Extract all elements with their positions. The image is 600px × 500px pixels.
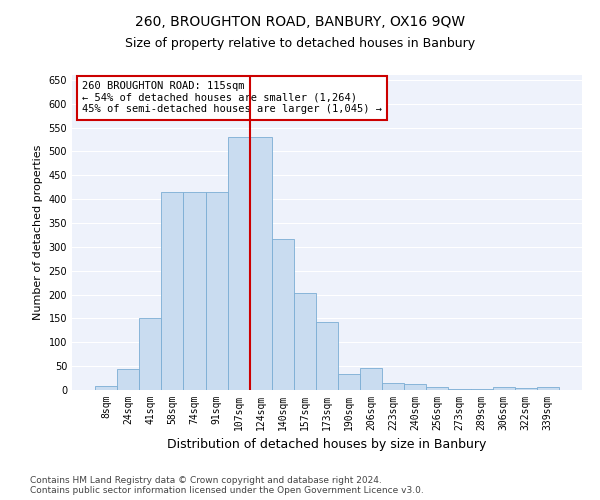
Bar	[184, 192, 206, 390]
Bar	[206, 192, 227, 390]
Bar	[382, 384, 404, 390]
Text: Contains HM Land Registry data © Crown copyright and database right 2024.: Contains HM Land Registry data © Crown c…	[30, 476, 382, 485]
Bar	[161, 192, 184, 390]
Text: 260, BROUGHTON ROAD, BANBURY, OX16 9QW: 260, BROUGHTON ROAD, BANBURY, OX16 9QW	[135, 15, 465, 29]
Y-axis label: Number of detached properties: Number of detached properties	[33, 145, 43, 320]
Bar	[250, 137, 272, 390]
Bar	[404, 384, 427, 390]
Bar	[470, 389, 493, 390]
Bar	[427, 386, 448, 390]
Bar	[360, 368, 382, 390]
Text: Contains public sector information licensed under the Open Government Licence v3: Contains public sector information licen…	[30, 486, 424, 495]
Bar	[117, 369, 139, 390]
Bar	[139, 318, 161, 390]
Bar	[227, 137, 250, 390]
Bar	[493, 386, 515, 390]
X-axis label: Distribution of detached houses by size in Banbury: Distribution of detached houses by size …	[167, 438, 487, 452]
Bar	[95, 386, 117, 390]
Text: 260 BROUGHTON ROAD: 115sqm
← 54% of detached houses are smaller (1,264)
45% of s: 260 BROUGHTON ROAD: 115sqm ← 54% of deta…	[82, 82, 382, 114]
Bar	[294, 293, 316, 390]
Bar	[272, 238, 294, 390]
Bar	[537, 386, 559, 390]
Bar	[448, 389, 470, 390]
Bar	[338, 374, 360, 390]
Text: Size of property relative to detached houses in Banbury: Size of property relative to detached ho…	[125, 38, 475, 51]
Bar	[316, 322, 338, 390]
Bar	[515, 388, 537, 390]
